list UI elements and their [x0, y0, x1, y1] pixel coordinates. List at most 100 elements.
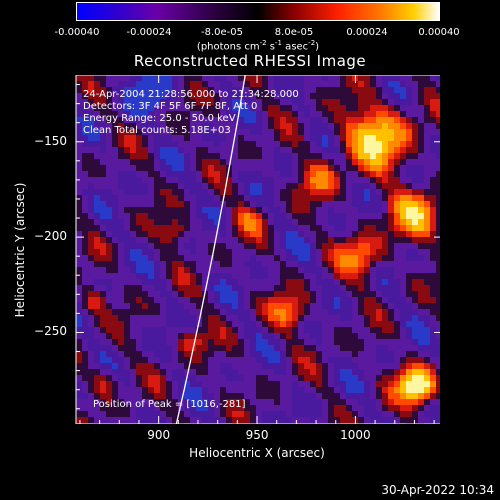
heatmap-cell	[142, 357, 148, 363]
heatmap-cell	[268, 303, 274, 309]
heatmap-cell	[424, 399, 430, 405]
heatmap-cell	[262, 231, 268, 237]
heatmap-cell	[238, 279, 244, 285]
heatmap-cell	[358, 345, 364, 351]
heatmap-cell	[370, 411, 376, 417]
heatmap-cell	[274, 201, 280, 207]
heatmap-cell	[76, 123, 82, 129]
heatmap-cell	[196, 99, 202, 105]
heatmap-cell	[394, 153, 400, 159]
heatmap-cell	[82, 297, 88, 303]
heatmap-cell	[334, 417, 340, 423]
heatmap-cell	[358, 363, 364, 369]
heatmap-cell	[328, 219, 334, 225]
heatmap-cell	[370, 141, 376, 147]
heatmap-cell	[424, 303, 430, 309]
heatmap-cell	[244, 381, 250, 387]
heatmap-cell	[352, 219, 358, 225]
heatmap-cell	[256, 93, 262, 99]
heatmap-cell	[394, 183, 400, 189]
heatmap-cell	[166, 363, 172, 369]
heatmap-cell	[400, 285, 406, 291]
heatmap-cell	[160, 75, 166, 81]
heatmap-cell	[190, 207, 196, 213]
heatmap-cell	[340, 303, 346, 309]
heatmap-cell	[412, 231, 418, 237]
heatmap-cell	[220, 177, 226, 183]
heatmap-cell	[292, 285, 298, 291]
heatmap-cell	[436, 297, 442, 303]
heatmap-cell	[256, 129, 262, 135]
heatmap-cell	[88, 135, 94, 141]
heatmap-cell	[298, 411, 304, 417]
heatmap-cell	[364, 273, 370, 279]
heatmap-cell	[328, 285, 334, 291]
heatmap-cell	[334, 237, 340, 243]
heatmap-cell	[280, 405, 286, 411]
heatmap-cell	[334, 285, 340, 291]
heatmap-cell	[358, 255, 364, 261]
heatmap-cell	[106, 87, 112, 93]
heatmap-cell	[94, 273, 100, 279]
heatmap-cell	[280, 357, 286, 363]
heatmap-cell	[292, 351, 298, 357]
heatmap-cell	[256, 387, 262, 393]
heatmap-cell	[322, 183, 328, 189]
heatmap-cell	[430, 147, 436, 153]
heatmap-cell	[286, 411, 292, 417]
heatmap-cell	[388, 159, 394, 165]
heatmap-cell	[220, 219, 226, 225]
heatmap-cell	[412, 387, 418, 393]
heatmap-cell	[316, 327, 322, 333]
heatmap-cell	[382, 249, 388, 255]
heatmap-cell	[310, 87, 316, 93]
heatmap-cell	[412, 291, 418, 297]
heatmap-cell	[238, 81, 244, 87]
heatmap-cell	[106, 111, 112, 117]
heatmap-cell	[94, 381, 100, 387]
heatmap-cell	[376, 291, 382, 297]
heatmap-cell	[388, 117, 394, 123]
heatmap-cell	[142, 93, 148, 99]
heatmap-cell	[226, 339, 232, 345]
heatmap-cell	[118, 303, 124, 309]
heatmap-cell	[424, 375, 430, 381]
heatmap-cell	[76, 111, 82, 117]
heatmap-cell	[232, 327, 238, 333]
heatmap-cell	[184, 147, 190, 153]
heatmap-cell	[436, 333, 442, 339]
heatmap-cell	[280, 93, 286, 99]
heatmap-cell	[214, 111, 220, 117]
heatmap-cell	[76, 99, 82, 105]
heatmap-cell	[328, 351, 334, 357]
heatmap-cell	[154, 165, 160, 171]
heatmap-cell	[382, 303, 388, 309]
heatmap-cell	[208, 375, 214, 381]
heatmap-cell	[352, 261, 358, 267]
heatmap-cell	[178, 405, 184, 411]
heatmap-cell	[328, 147, 334, 153]
heatmap-cell	[238, 261, 244, 267]
heatmap-cell	[154, 363, 160, 369]
heatmap-cell	[94, 111, 100, 117]
heatmap-cell	[274, 285, 280, 291]
heatmap-cell	[382, 135, 388, 141]
heatmap-cell	[142, 285, 148, 291]
heatmap-cell	[382, 207, 388, 213]
heatmap-cell	[286, 339, 292, 345]
heatmap-cell	[208, 165, 214, 171]
heatmap-cell	[130, 159, 136, 165]
heatmap-cell	[382, 159, 388, 165]
heatmap-cell	[172, 177, 178, 183]
heatmap-cell	[160, 117, 166, 123]
heatmap-cell	[88, 195, 94, 201]
heatmap-cell	[292, 171, 298, 177]
heatmap-cell	[154, 123, 160, 129]
heatmap-cell	[262, 375, 268, 381]
heatmap-cell	[358, 369, 364, 375]
heatmap-cell	[82, 201, 88, 207]
heatmap-cell	[304, 207, 310, 213]
heatmap-cell	[88, 159, 94, 165]
heatmap-cell	[106, 231, 112, 237]
heatmap-cell	[130, 207, 136, 213]
